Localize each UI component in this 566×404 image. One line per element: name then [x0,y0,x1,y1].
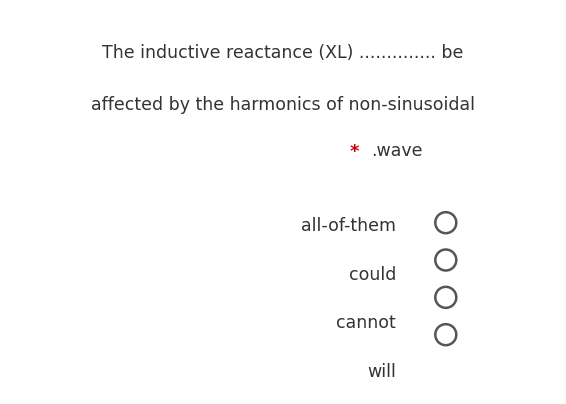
Text: cannot: cannot [336,314,396,332]
Text: .wave: .wave [371,143,422,160]
Text: all-of-them: all-of-them [301,217,396,235]
Text: The inductive reactance (XL) .............. be: The inductive reactance (XL) ...........… [102,44,464,61]
Text: *: * [350,143,359,160]
Text: affected by the harmonics of non-sinusoidal: affected by the harmonics of non-sinusoi… [91,96,475,114]
Text: could: could [349,266,396,284]
Text: will: will [367,363,396,381]
